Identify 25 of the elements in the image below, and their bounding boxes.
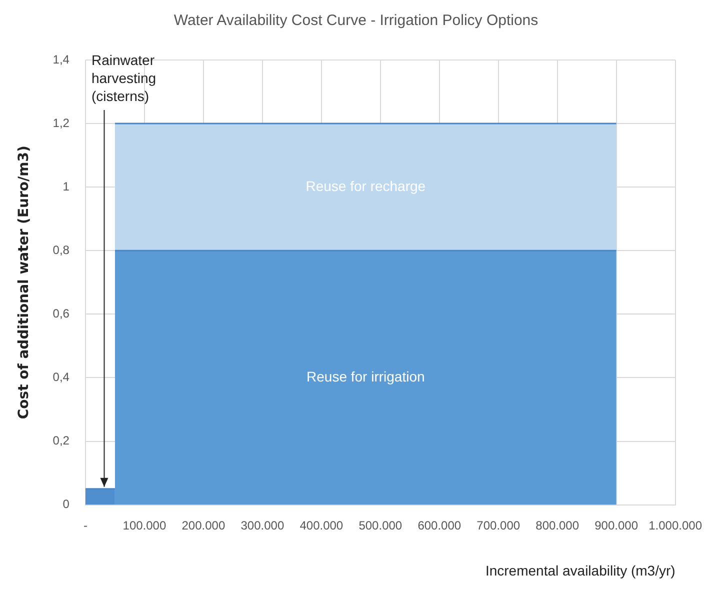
x-tick-label: 500.000: [358, 518, 402, 532]
x-tick-label: 300.000: [240, 518, 284, 532]
series-label: Reuse for irrigation: [306, 368, 425, 385]
y-tick-label: 1,4: [52, 52, 70, 66]
x-tick-label: 800.000: [536, 518, 580, 532]
x-tick-label: 200.000: [182, 518, 226, 532]
x-tick-label: 100.000: [122, 518, 166, 532]
x-tick-label: 600.000: [418, 518, 462, 532]
series-label: Reuse for recharge: [306, 178, 426, 194]
y-axis-title: Cost of additional water (Euro/m3): [16, 146, 32, 420]
x-tick-label: -: [83, 518, 88, 532]
y-tick-label: 1: [62, 179, 70, 194]
y-tick-label: 0,8: [52, 242, 70, 257]
y-tick-label: 0: [62, 497, 70, 512]
text: Rainwater harvesting (cisterns): [91, 52, 156, 104]
y-tick-label: 0,4: [52, 370, 70, 384]
x-tick-label: 1.000.000: [648, 518, 702, 532]
y-tick-label: 0,2: [52, 434, 70, 448]
x-tick-label: 700.000: [476, 518, 520, 532]
x-tick-label: 400.000: [300, 518, 344, 532]
x-tick-label: 900.000: [594, 518, 638, 532]
x-axis-title: Incremental availability (m3/yr): [485, 562, 676, 578]
chart-title: Water Availability Cost Curve - Irrigation Policy Options: [174, 12, 538, 30]
y-tick-label: 1,2: [52, 116, 70, 130]
y-tick-label: 0,6: [52, 306, 70, 320]
